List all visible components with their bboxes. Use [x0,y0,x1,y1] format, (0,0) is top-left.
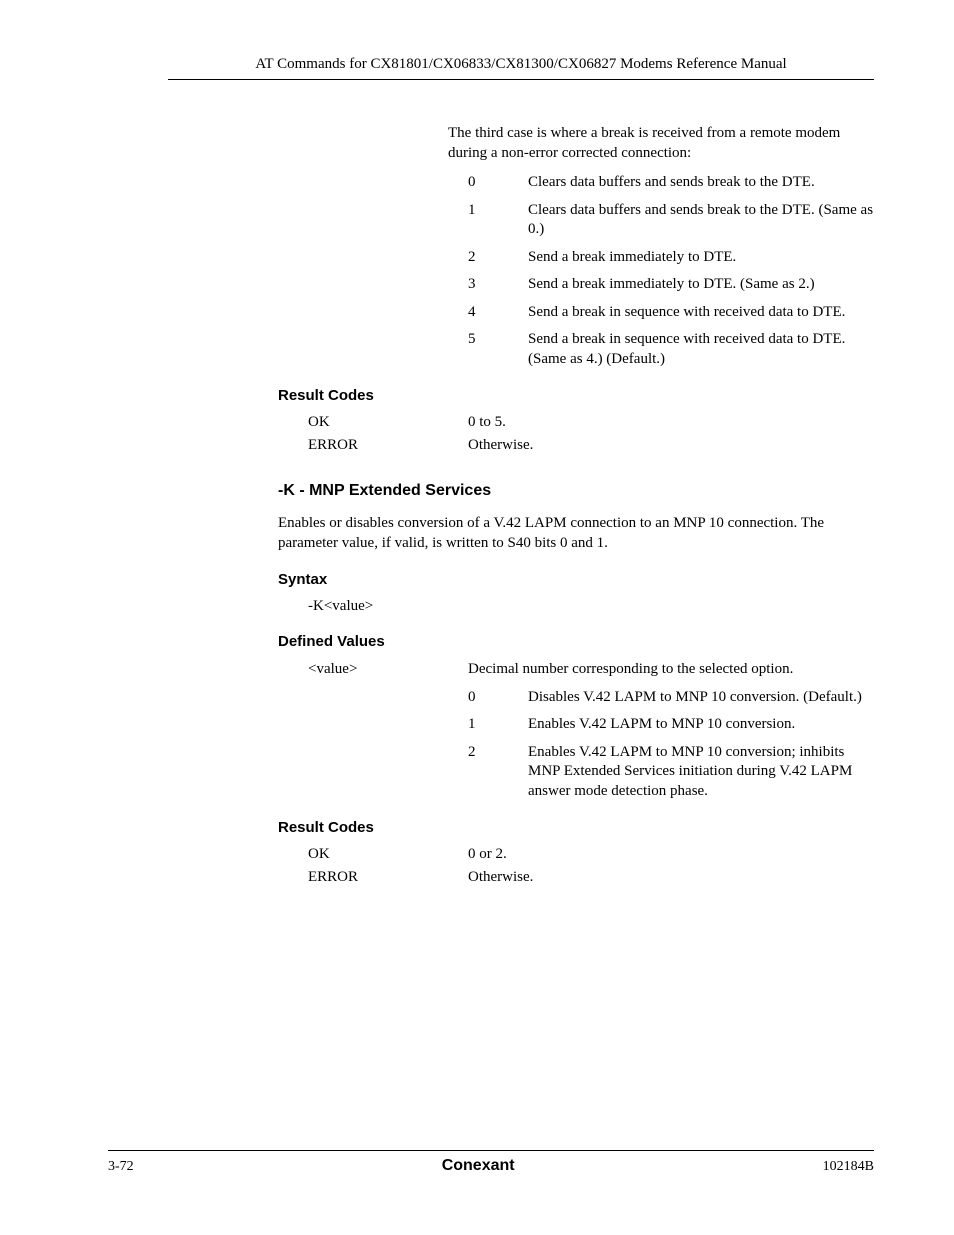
footer-doc-number: 102184B [823,1159,874,1175]
page-footer: 3-72 Conexant 102184B [108,1150,874,1175]
option-key: 5 [468,330,528,369]
page-content: The third case is where a break is recei… [278,124,874,886]
option-desc: Send a break immediately to DTE. (Same a… [528,275,874,295]
option-key: 1 [468,715,528,735]
result-codes-heading: Result Codes [278,819,874,836]
option-key: 4 [468,303,528,323]
defined-value-row: <value> Decimal number corresponding to … [308,660,874,680]
option-row: 1 Clears data buffers and sends break to… [468,201,874,240]
option-row: 0 Clears data buffers and sends break to… [468,173,874,193]
option-desc: Send a break in sequence with received d… [528,303,874,323]
option-row: 4 Send a break in sequence with received… [468,303,874,323]
option-row: 1 Enables V.42 LAPM to MNP 10 conversion… [468,715,874,735]
result-val: 0 or 2. [468,846,874,863]
option-key: 0 [468,173,528,193]
result-key: ERROR [308,869,468,886]
result-row: OK 0 or 2. [308,846,874,863]
syntax-heading: Syntax [278,571,874,588]
result-key: OK [308,414,468,431]
option-row: 2 Send a break immediately to DTE. [468,248,874,268]
result-codes-heading: Result Codes [278,387,874,404]
option-desc: Enables V.42 LAPM to MNP 10 conversion; … [528,743,874,802]
result-val: Otherwise. [468,437,874,454]
option-desc: Clears data buffers and sends break to t… [528,173,874,193]
option-row: 3 Send a break immediately to DTE. (Same… [468,275,874,295]
option-desc: Enables V.42 LAPM to MNP 10 conversion. [528,715,874,735]
header-title: AT Commands for CX81801/CX06833/CX81300/… [255,56,786,72]
option-key: 1 [468,201,528,240]
option-desc: Send a break immediately to DTE. [528,248,874,268]
syntax-text: -K<value> [308,598,874,615]
option-desc: Disables V.42 LAPM to MNP 10 conversion.… [528,688,874,708]
option-key: 3 [468,275,528,295]
result-row: ERROR Otherwise. [308,437,874,454]
result-val: Otherwise. [468,869,874,886]
result-key: OK [308,846,468,863]
result-key: ERROR [308,437,468,454]
page-header: AT Commands for CX81801/CX06833/CX81300/… [168,56,874,80]
result-row: OK 0 to 5. [308,414,874,431]
command-heading: -K - MNP Extended Services [278,482,874,500]
option-key: 0 [468,688,528,708]
param-label: <value> [308,660,468,680]
section1-intro: The third case is where a break is recei… [448,124,874,163]
option-row: 0 Disables V.42 LAPM to MNP 10 conversio… [468,688,874,708]
option-row: 2 Enables V.42 LAPM to MNP 10 conversion… [468,743,874,802]
option-desc: Clears data buffers and sends break to t… [528,201,874,240]
option-row: 5 Send a break in sequence with received… [468,330,874,369]
command-body: Enables or disables conversion of a V.42… [278,514,874,553]
option-key: 2 [468,743,528,802]
defined-values-heading: Defined Values [278,633,874,650]
footer-brand: Conexant [442,1157,515,1175]
option-desc: Send a break in sequence with received d… [528,330,874,369]
footer-page-number: 3-72 [108,1159,134,1175]
result-val: 0 to 5. [468,414,874,431]
result-row: ERROR Otherwise. [308,869,874,886]
option-key: 2 [468,248,528,268]
param-desc: Decimal number corresponding to the sele… [468,660,874,680]
